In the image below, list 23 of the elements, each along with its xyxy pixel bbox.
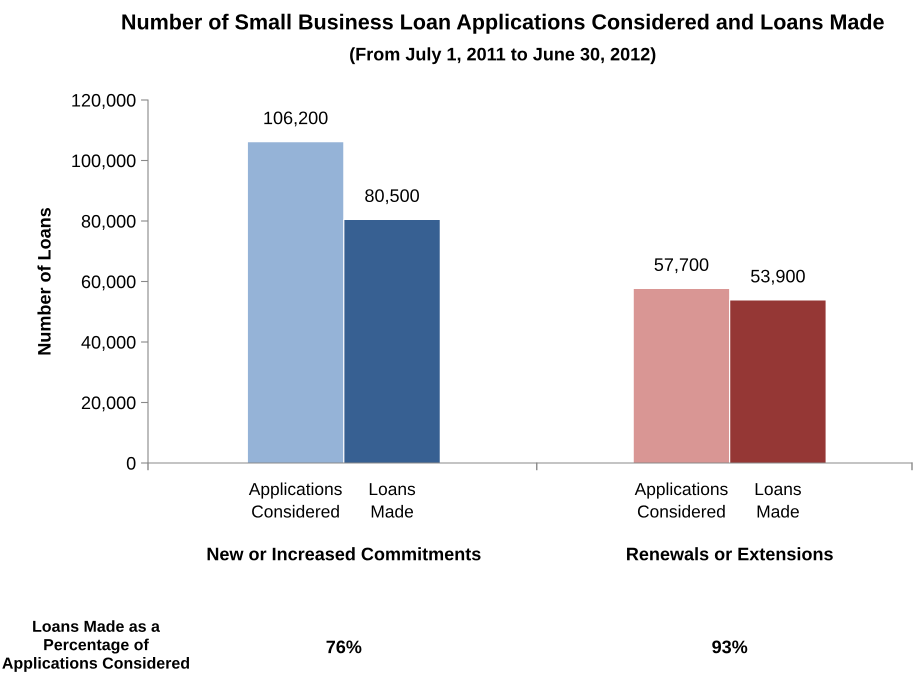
y-tick-label: 120,000 — [72, 94, 136, 109]
chart-subtitle: (From July 1, 2011 to June 30, 2012) — [350, 47, 656, 64]
y-tick-label: 20,000 — [82, 396, 136, 412]
text: Renewals or Extensions — [627, 547, 833, 560]
x-tick-label: Loans Made — [370, 483, 416, 518]
y-axis-title: Number of Loans — [37, 208, 51, 355]
y-tick-label: 60,000 — [82, 275, 136, 290]
text: Loans Made as a Percentage of Applications Considered — [2, 620, 189, 672]
x-tick-label: Applications Considered — [634, 482, 728, 518]
data-label: 80,500 — [365, 189, 419, 204]
text: 76% — [326, 640, 362, 654]
y-tick-label: 80,000 — [82, 214, 136, 230]
y-tick-label: 0 — [126, 456, 136, 470]
y-tick-label: 100,000 — [72, 154, 136, 170]
data-label: 106,200 — [264, 112, 328, 126]
x-tick-label: Applications Considered — [248, 482, 342, 518]
x-tick-label: Loans Made — [756, 483, 801, 518]
y-tick-label: 40,000 — [81, 336, 136, 351]
text: New or Increased Commitments — [208, 547, 481, 560]
chart-title: Number of Small Business Loan Applications Considered and Loans Made — [122, 14, 884, 34]
data-label: 57,700 — [654, 258, 708, 274]
text: 93% — [712, 640, 748, 654]
data-label: 53,900 — [751, 270, 805, 285]
